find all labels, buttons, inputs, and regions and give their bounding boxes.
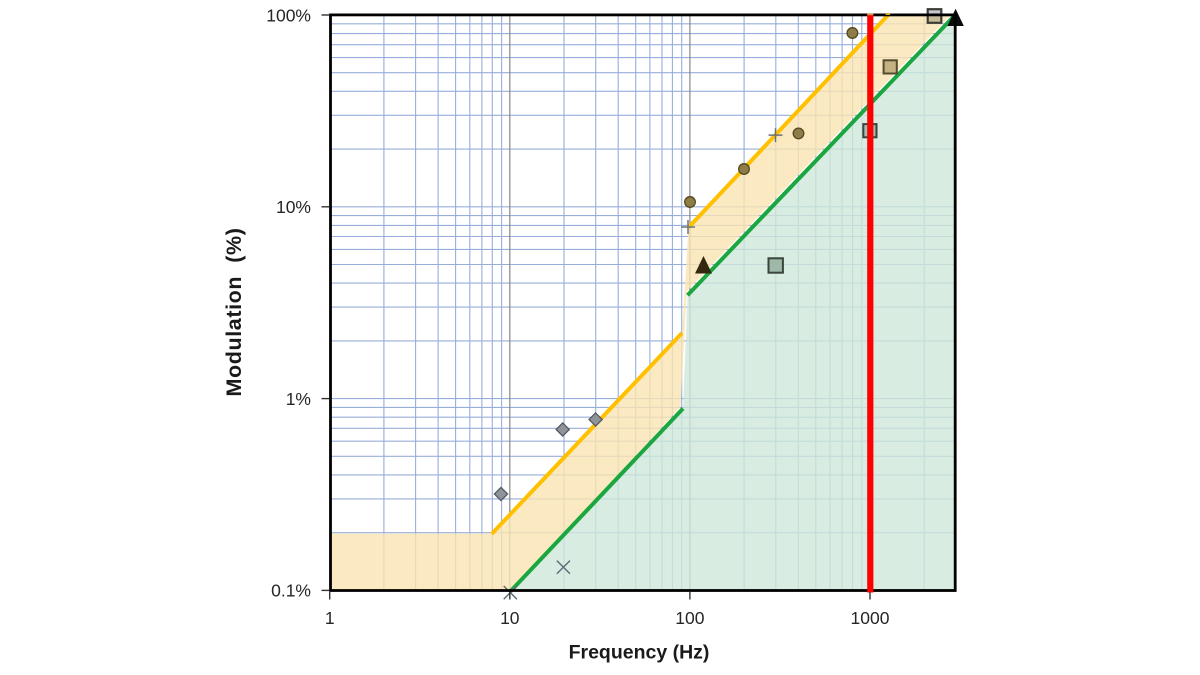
svg-text:1000: 1000 (851, 608, 890, 628)
svg-text:Frequency (Hz): Frequency (Hz) (569, 642, 710, 664)
svg-text:0.1%: 0.1% (271, 581, 311, 601)
svg-text:100%: 100% (266, 5, 311, 25)
svg-text:100: 100 (675, 608, 704, 628)
svg-text:Modulation (%): Modulation (%) (222, 227, 246, 396)
svg-text:10%: 10% (276, 197, 311, 217)
svg-text:10: 10 (500, 608, 520, 628)
svg-text:1%: 1% (286, 389, 311, 409)
svg-text:1: 1 (325, 608, 335, 628)
